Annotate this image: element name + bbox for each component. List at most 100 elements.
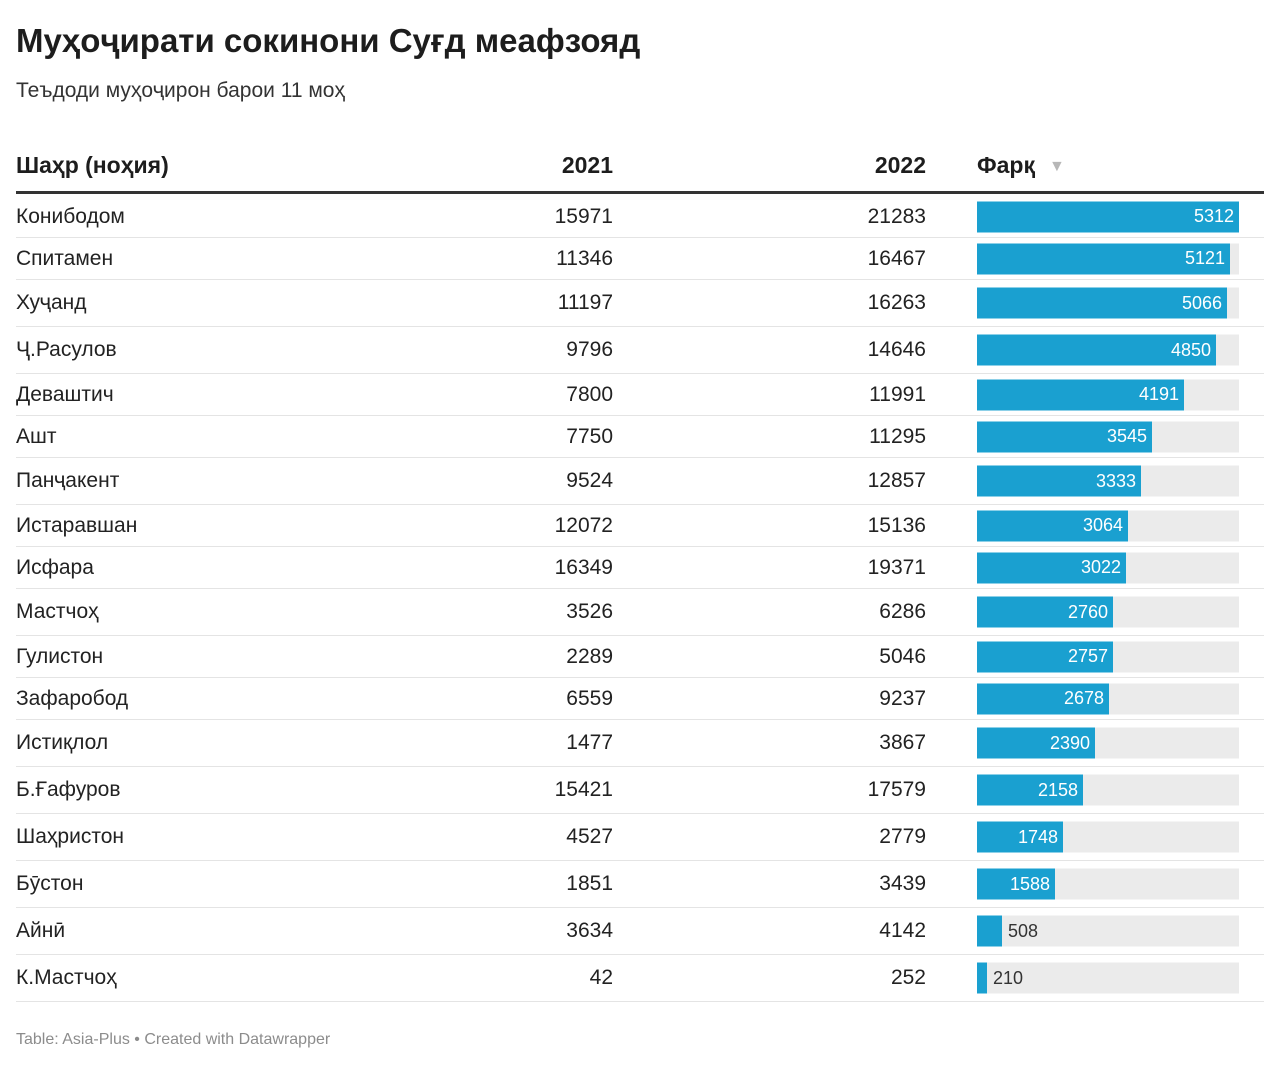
bar: [977, 683, 1109, 714]
bar-track: 2760: [977, 596, 1239, 628]
column-header-difference-label: Фарқ: [977, 152, 1035, 178]
bar-track: 5121: [977, 243, 1239, 274]
bar-track: 5312: [977, 201, 1239, 232]
cell-2022: 5046: [879, 644, 926, 668]
cell-city: Зафаробод: [16, 686, 129, 710]
bar-value-label: 5121: [1184, 248, 1225, 268]
bar: [977, 510, 1128, 541]
bar: [977, 915, 1002, 947]
cell-2021: 42: [589, 966, 613, 989]
cell-2022: 21283: [867, 204, 926, 228]
cell-city: Мастчоҳ: [16, 600, 99, 623]
cell-2022: 15136: [867, 513, 926, 537]
bar-track: 2678: [977, 683, 1239, 714]
cell-city: Истиқлол: [16, 731, 109, 754]
cell-city: Айнӣ: [16, 919, 66, 942]
cell-2021: 7800: [566, 382, 613, 406]
cell-city: Гулистон: [16, 644, 104, 668]
cell-city: Панҷакент: [16, 469, 120, 492]
chart-title: Муҳоҷирати сокинони Суғд меафзояд: [16, 22, 641, 59]
cell-2021: 3634: [566, 919, 613, 942]
cell-2021: 2289: [566, 644, 613, 668]
table-row: Шаҳристон 4527 2779 1748: [16, 814, 1264, 861]
bar-track: 2158: [977, 774, 1239, 806]
column-header-difference[interactable]: Фарқ ▼: [977, 152, 1065, 179]
bar-track: 2390: [977, 727, 1239, 759]
cell-city: Ашт: [16, 424, 57, 448]
cell-2021: 15421: [554, 778, 613, 801]
column-header-2021[interactable]: 2021: [561, 152, 613, 178]
cell-2021: 6559: [566, 686, 613, 710]
cell-city: Шаҳристон: [16, 825, 124, 848]
bar: [977, 962, 987, 994]
cell-2022: 16263: [867, 291, 926, 314]
bar: [977, 552, 1126, 583]
cell-2022: 252: [890, 966, 926, 989]
bar-value-label: 2757: [1067, 646, 1108, 666]
bar: [977, 465, 1141, 497]
column-header-city[interactable]: Шаҳр (ноҳия): [16, 152, 169, 178]
bar: [977, 727, 1095, 759]
cell-2021: 7750: [566, 424, 613, 448]
bar-value-label: 5312: [1193, 206, 1234, 226]
bar: [977, 379, 1184, 410]
cell-2021: 4527: [566, 825, 613, 848]
bar-track: 3022: [977, 552, 1239, 583]
cell-2021: 15971: [554, 204, 613, 228]
bar-track: 2757: [977, 641, 1239, 672]
bar: [977, 868, 1055, 900]
bar-track: 508: [977, 915, 1239, 947]
cell-2022: 16467: [867, 246, 926, 270]
bar: [977, 243, 1230, 274]
table-row: Истиқлол 1477 3867 2390: [16, 720, 1264, 767]
table-row: Исфара 16349 19371 3022: [16, 547, 1264, 589]
cell-city: К.Мастчоҳ: [16, 966, 117, 989]
cell-2022: 3439: [879, 872, 926, 895]
cell-city: Бӯстон: [16, 872, 84, 895]
bar-value-label: 5066: [1181, 292, 1222, 313]
bar-value-label: 508: [1008, 920, 1039, 941]
bar-value-label: 2678: [1063, 688, 1104, 708]
table-header: Шаҳр (ноҳия) 2021 2022 Фарқ ▼: [16, 140, 1264, 194]
bar-value-label: 4850: [1170, 339, 1211, 360]
cell-city: Хуҷанд: [16, 291, 87, 314]
table-row: Зафаробод 6559 9237 2678: [16, 678, 1264, 720]
cell-2022: 11991: [869, 382, 926, 406]
cell-2022: 6286: [879, 600, 926, 623]
table-row: Гулистон 2289 5046 2757: [16, 636, 1264, 678]
table-row: Бӯстон 1851 3439 1588: [16, 861, 1264, 908]
bar-value-label: 3022: [1080, 557, 1121, 577]
bar: [977, 201, 1239, 232]
cell-city: Спитамен: [16, 246, 114, 270]
bar-track: 1588: [977, 868, 1239, 900]
bar-track: 5066: [977, 287, 1239, 319]
bar: [977, 421, 1152, 452]
bar-track: 3064: [977, 510, 1239, 541]
table-row: Конибодом 15971 21283 5312: [16, 196, 1264, 238]
bar-value-label: 2158: [1037, 779, 1078, 800]
bar-value-label: 3333: [1095, 470, 1136, 491]
cell-2021: 9524: [566, 469, 613, 492]
cell-2022: 17579: [867, 778, 926, 801]
table-row: Мастчоҳ 3526 6286 2760: [16, 589, 1264, 636]
bar: [977, 287, 1227, 319]
table-row: Б.Ғафуров 15421 17579 2158: [16, 767, 1264, 814]
cell-2022: 4142: [879, 919, 926, 942]
table-row: Деваштич 7800 11991 4191: [16, 374, 1264, 416]
cell-2021: 1477: [566, 731, 613, 754]
bar: [977, 821, 1063, 853]
bar-value-label: 1748: [1017, 826, 1058, 847]
cell-city: Конибодом: [16, 204, 125, 228]
table-row: Панҷакент 9524 12857 3333: [16, 458, 1264, 505]
cell-2021: 11346: [556, 246, 613, 270]
column-header-2022[interactable]: 2022: [874, 152, 926, 178]
sort-descending-icon[interactable]: ▼: [1048, 158, 1065, 175]
bar: [977, 641, 1113, 672]
cell-2021: 9796: [566, 338, 613, 361]
cell-2021: 1851: [566, 872, 613, 895]
bar-track: 3545: [977, 421, 1239, 452]
cell-2021: 3526: [566, 600, 613, 623]
cell-city: Истаравшан: [16, 513, 138, 537]
bar-track: 1748: [977, 821, 1239, 853]
cell-2022: 2779: [879, 825, 926, 848]
